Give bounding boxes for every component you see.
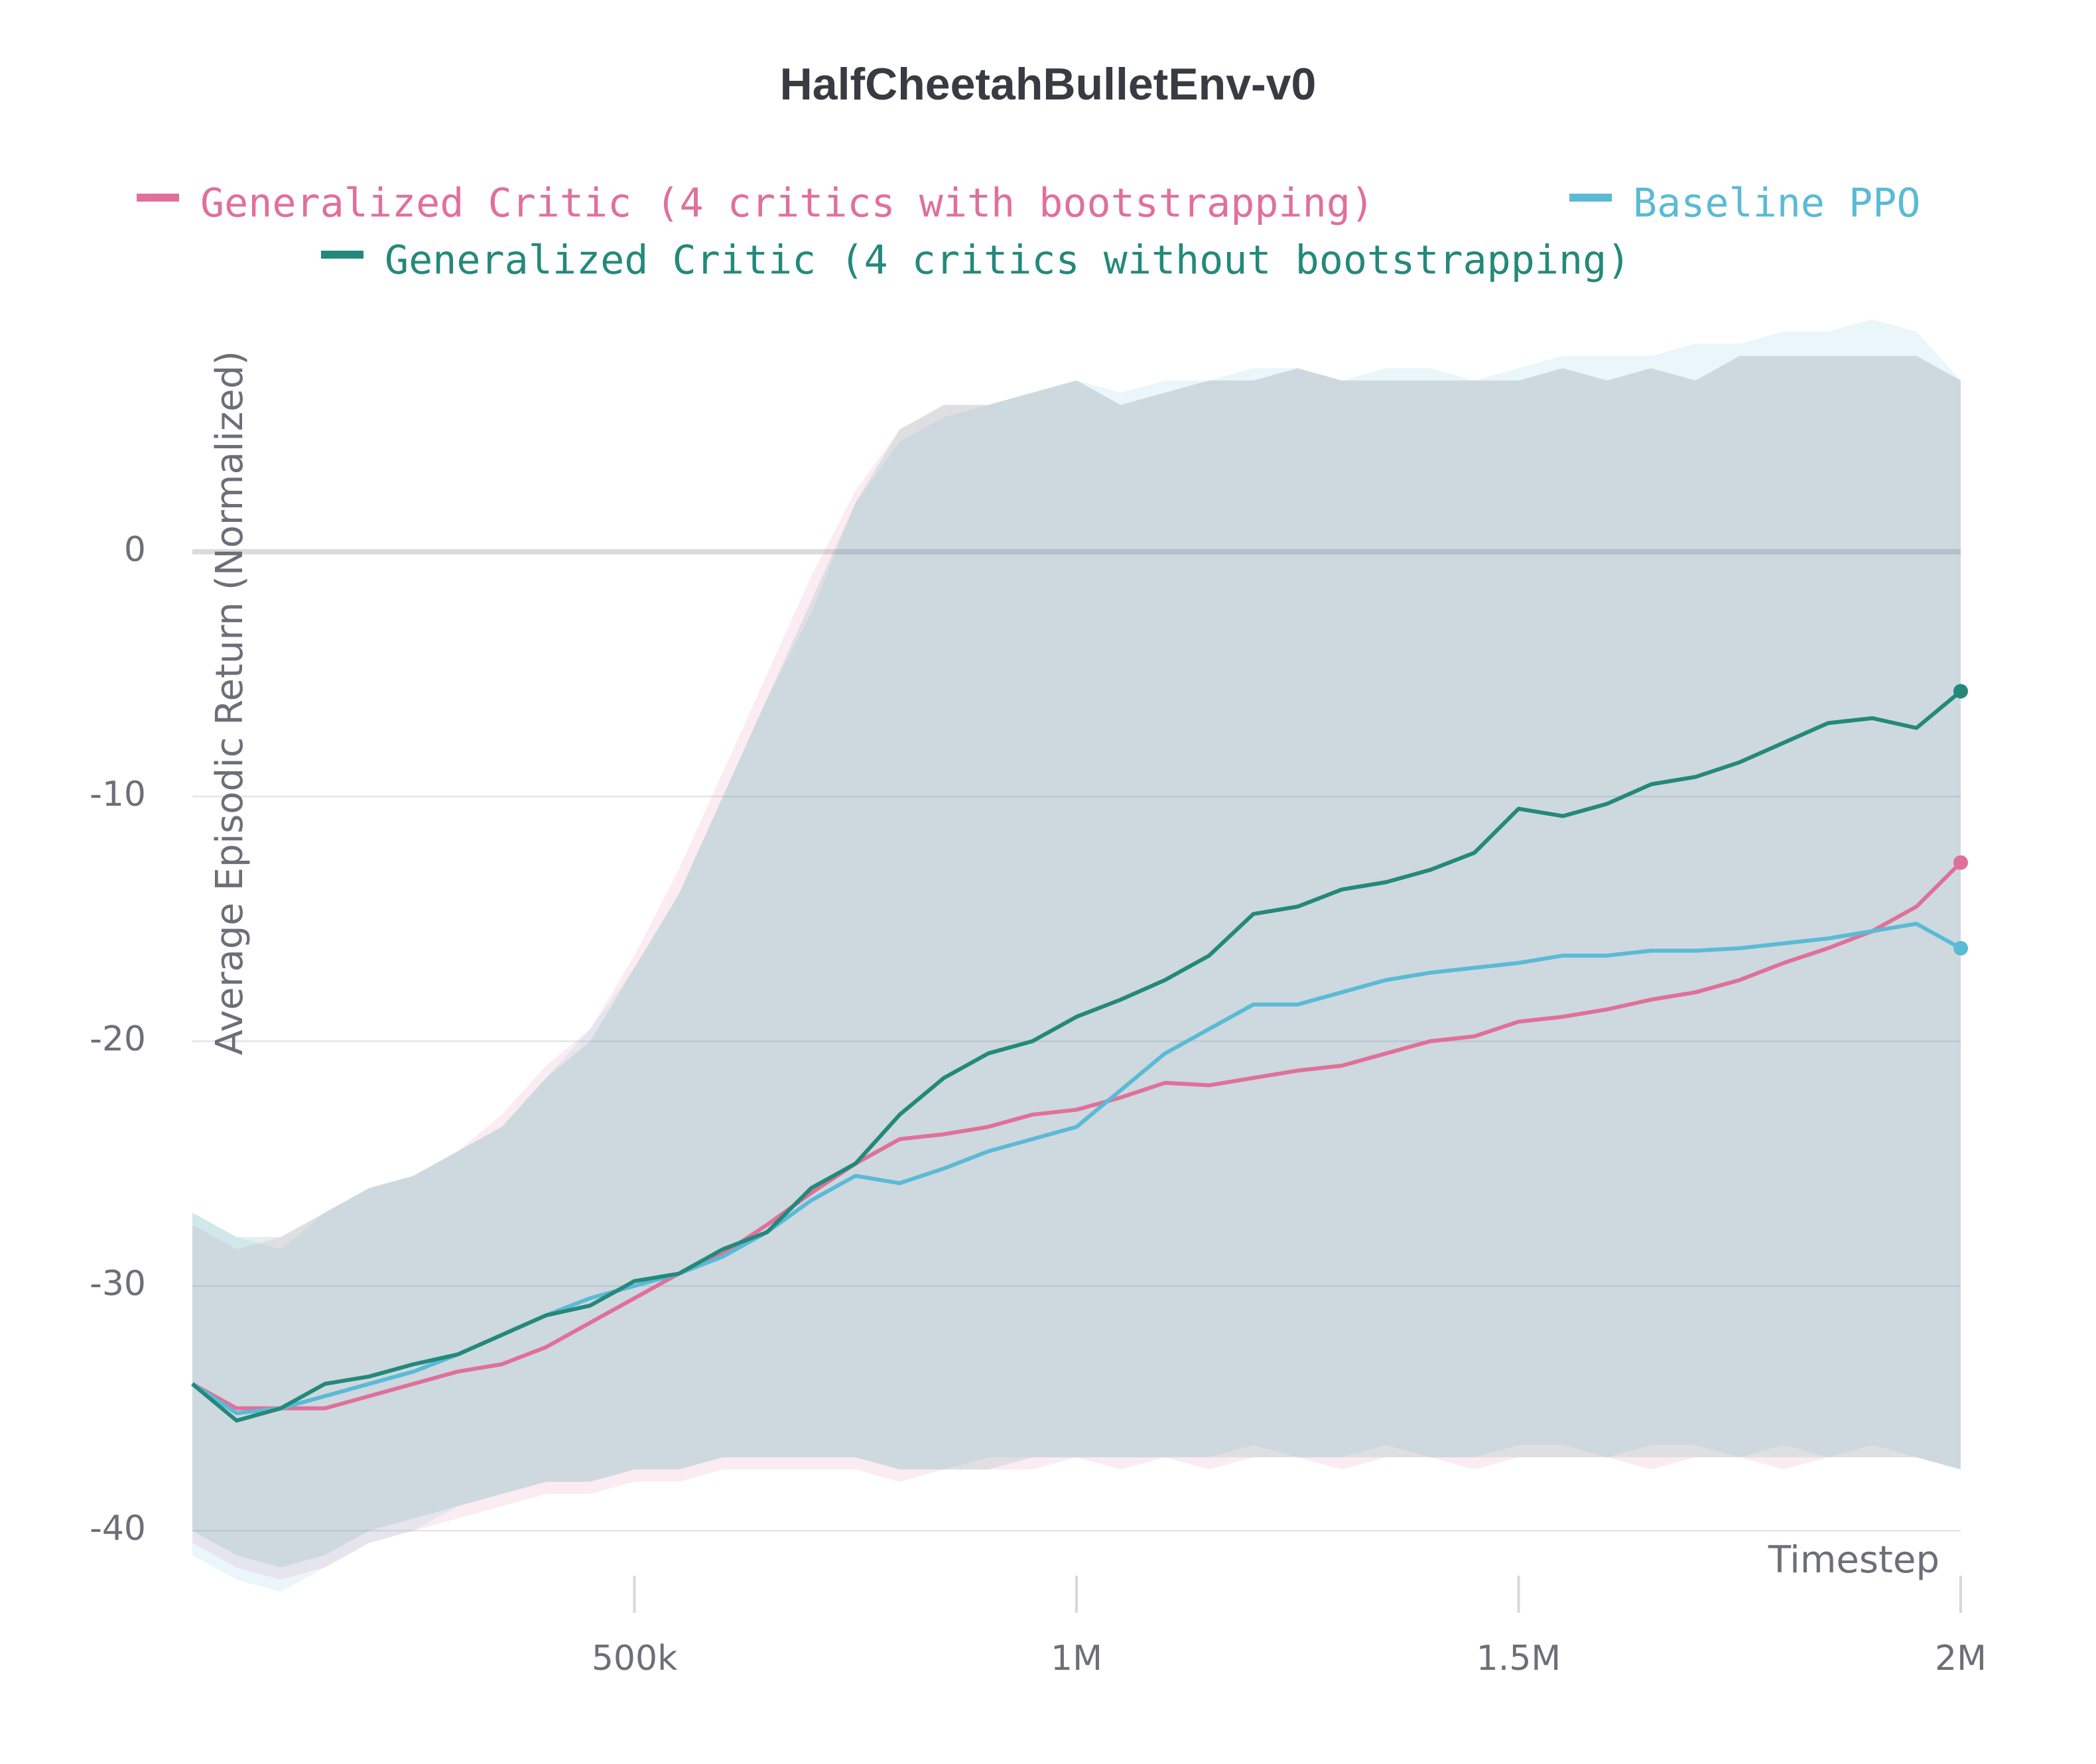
range-band	[192, 355, 1961, 1580]
x-tick-label: 2M	[1935, 1639, 1987, 1678]
legend-label: Baseline PPO	[1633, 180, 1920, 227]
legend-label: Generalized Critic (4 critics with boots…	[200, 180, 1374, 227]
series-line	[191, 861, 1963, 1411]
series-line	[191, 690, 1962, 1423]
end-point	[1953, 940, 1968, 956]
x-axis-label: Timestep	[1768, 1539, 1939, 1582]
range-band	[192, 355, 1961, 1568]
y-tick-label: -30	[90, 1264, 146, 1304]
range-band	[192, 319, 1961, 1592]
end-point	[1953, 855, 1968, 870]
x-tick-label: 1M	[1051, 1639, 1102, 1678]
x-tick-label: 1.5M	[1476, 1639, 1561, 1678]
end-point	[1953, 684, 1968, 699]
legend-label: Generalized Critic (4 critics without bo…	[385, 237, 1630, 284]
y-tick-label: -40	[90, 1509, 146, 1548]
chart-title: HalfCheetahBulletEnv-v0	[780, 59, 1317, 109]
y-tick-label: 0	[124, 530, 146, 570]
plot-area: -40 -30 -20 -10 0 500k 1M 1.5M 2M	[90, 319, 1987, 1678]
y-tick-label: -10	[90, 775, 146, 814]
x-tick-label: 500k	[592, 1639, 677, 1678]
y-axis-label: Average Episodic Return (Normalized)	[208, 351, 251, 1055]
y-tick-label: -20	[90, 1019, 146, 1059]
